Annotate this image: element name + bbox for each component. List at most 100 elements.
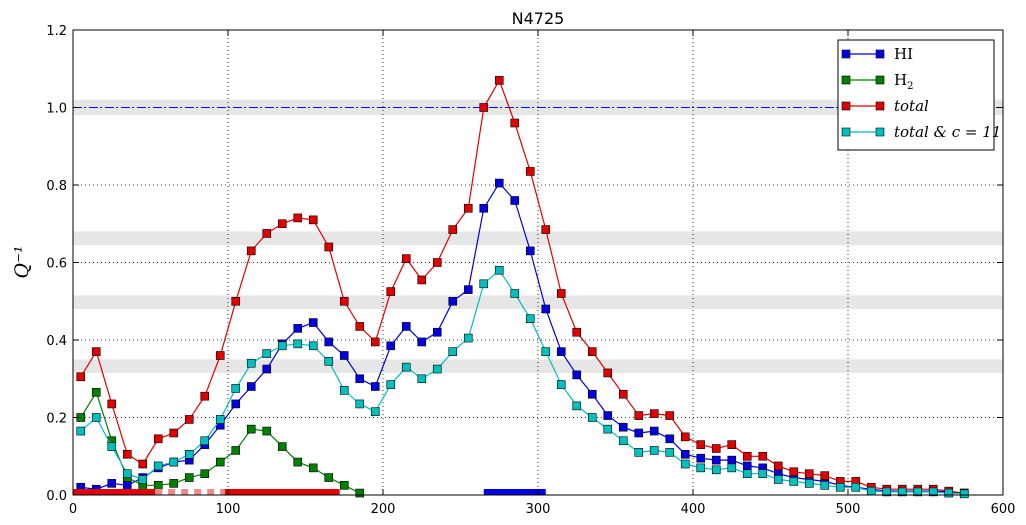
data-point — [680, 432, 690, 442]
data-point — [417, 374, 427, 384]
data-point — [572, 370, 582, 380]
data-point — [293, 339, 303, 349]
data-point — [789, 477, 799, 486]
data-point — [370, 407, 380, 416]
data-point — [262, 364, 272, 374]
data-point — [122, 450, 132, 459]
data-point — [138, 459, 148, 469]
data-point — [184, 473, 194, 482]
data-point — [215, 351, 225, 360]
legend-marker-right-3 — [875, 127, 885, 137]
data-point — [262, 229, 272, 238]
legend-subscript: 2 — [907, 81, 913, 92]
data-point — [696, 453, 706, 463]
x-tick-label: 0 — [69, 502, 77, 517]
data-point — [91, 347, 101, 356]
data-point — [448, 225, 458, 234]
legend-label-0: HI — [894, 45, 913, 63]
legend-marker-right-2 — [875, 101, 885, 111]
data-point — [153, 434, 163, 444]
data-point — [510, 118, 520, 128]
data-point — [742, 461, 752, 471]
data-point — [510, 289, 520, 298]
data-point — [401, 254, 411, 263]
data-point — [339, 481, 349, 490]
data-point — [107, 399, 117, 409]
data-point — [184, 450, 194, 459]
data-point — [866, 486, 876, 496]
y-tick-label: 0.6 — [46, 257, 67, 272]
legend-marker-left-2 — [841, 101, 851, 111]
data-point — [355, 399, 365, 409]
data-point — [277, 442, 287, 451]
data-point — [541, 225, 551, 234]
data-point — [479, 103, 489, 112]
data-point — [696, 440, 706, 449]
data-point — [200, 469, 210, 478]
data-point — [231, 296, 241, 306]
data-point — [959, 489, 969, 499]
data-point — [680, 459, 690, 469]
data-point — [153, 481, 163, 490]
data-point — [572, 327, 582, 337]
data-point — [727, 455, 737, 465]
data-point — [463, 285, 473, 294]
data-point — [448, 296, 458, 306]
data-point — [324, 337, 334, 347]
x-tick-label: 300 — [526, 502, 551, 517]
series-line-3 — [80, 269, 965, 495]
data-point — [804, 479, 814, 488]
series-line-0 — [80, 182, 965, 494]
data-point — [649, 446, 659, 455]
data-point — [882, 487, 892, 497]
data-point — [634, 428, 644, 438]
chart-title: N4725 — [512, 9, 565, 28]
data-point — [696, 463, 706, 473]
data-point — [231, 399, 241, 409]
y-axis-label: Q⁻¹ — [11, 245, 33, 278]
data-point — [401, 322, 411, 331]
y-tick-label: 0.2 — [46, 412, 67, 427]
data-point — [634, 411, 644, 420]
series-markers-2 — [76, 76, 969, 498]
data-point — [324, 473, 334, 482]
data-point — [91, 388, 101, 397]
data-point — [293, 457, 303, 467]
series-line-2 — [80, 78, 965, 494]
data-point — [355, 322, 365, 331]
data-point — [494, 178, 504, 188]
data-point — [742, 451, 752, 461]
data-point — [758, 469, 768, 478]
data-point — [169, 457, 179, 467]
data-point — [432, 258, 442, 267]
data-point — [820, 481, 830, 490]
data-point — [355, 374, 365, 384]
data-point — [758, 451, 768, 461]
data-point — [525, 246, 535, 256]
y-tick-label: 0.8 — [46, 179, 67, 194]
data-point — [370, 382, 380, 391]
data-point — [541, 304, 551, 314]
data-point — [277, 219, 287, 229]
data-point — [525, 167, 535, 176]
data-point — [603, 424, 613, 434]
data-point — [510, 196, 520, 205]
data-point — [618, 436, 628, 446]
legend-label-2: total — [894, 97, 929, 115]
data-point — [339, 296, 349, 306]
data-point — [122, 481, 132, 490]
data-point — [711, 455, 721, 465]
legend-marker-left-1 — [841, 75, 851, 85]
data-point — [370, 337, 380, 347]
data-point — [262, 426, 272, 436]
data-point — [107, 442, 117, 451]
series-line-1 — [80, 390, 361, 494]
data-point — [603, 368, 613, 378]
data-point — [324, 242, 334, 252]
series-markers-1 — [76, 388, 365, 498]
data-point — [587, 389, 597, 399]
data-point — [401, 362, 411, 372]
series-markers-3 — [76, 265, 969, 499]
